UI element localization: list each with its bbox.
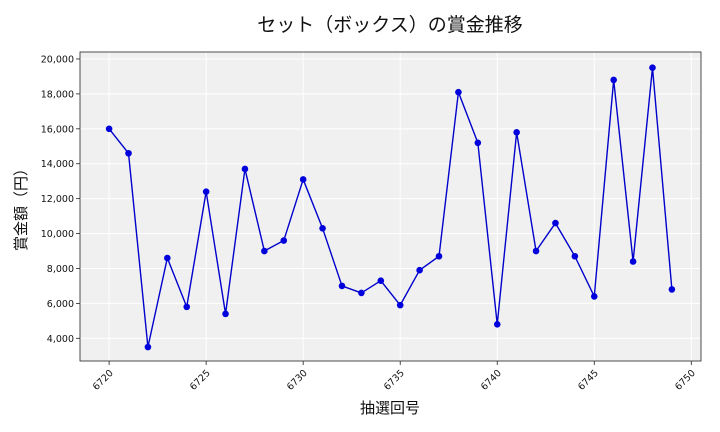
data-point-6725 xyxy=(202,188,210,195)
data-point-6735 xyxy=(396,301,404,309)
y-tick-label-2: 8,000 xyxy=(47,264,74,275)
plot-frame xyxy=(79,51,702,362)
data-point-6742 xyxy=(532,247,540,255)
data-point-6734 xyxy=(377,277,385,284)
data-point-6729 xyxy=(280,237,288,244)
data-point-6746 xyxy=(610,76,617,84)
y-tick-label-8: 20,000 xyxy=(41,54,74,65)
data-point-6728 xyxy=(261,247,268,255)
data-point-6720 xyxy=(105,125,113,133)
data-point-6737 xyxy=(435,252,443,260)
series-line-0 xyxy=(108,67,673,348)
chart-title: セット（ボックス）の賞金推移 xyxy=(257,14,522,36)
y-tick-label-4: 12,000 xyxy=(41,194,74,205)
y-axis-label: 賞金額（円） xyxy=(12,161,30,251)
x-tick-label-0: 6720 xyxy=(91,368,116,393)
x-tick-label-6: 6750 xyxy=(673,368,698,393)
data-point-6727 xyxy=(241,165,249,173)
data-point-6733 xyxy=(358,289,365,297)
data-point-6744 xyxy=(571,252,579,260)
data-point-6736 xyxy=(416,266,423,274)
data-point-6723 xyxy=(164,254,171,262)
data-point-6731 xyxy=(319,225,326,232)
y-tick-label-7: 18,000 xyxy=(41,89,74,100)
y-tick-label-0: 4,000 xyxy=(47,334,74,345)
data-point-6732 xyxy=(338,282,346,290)
data-point-6743 xyxy=(552,219,559,227)
y-tick-label-3: 10,000 xyxy=(41,229,74,240)
data-point-6738 xyxy=(455,88,462,96)
grid xyxy=(80,52,701,361)
data-point-6722 xyxy=(144,343,152,351)
x-tick-label-2: 6730 xyxy=(285,368,310,393)
x-tick-label-4: 6740 xyxy=(479,368,504,393)
data-point-6721 xyxy=(125,149,132,157)
y-tick-label-5: 14,000 xyxy=(41,159,74,170)
plot-area xyxy=(80,52,701,361)
data-point-6724 xyxy=(183,303,191,311)
y-tick-label-6: 16,000 xyxy=(41,124,74,135)
data-point-6730 xyxy=(299,176,307,183)
data-point-6726 xyxy=(222,310,229,318)
data-point-6745 xyxy=(590,293,598,300)
data-point-6749 xyxy=(668,286,676,293)
x-tick-label-5: 6745 xyxy=(576,368,601,393)
data-point-6739 xyxy=(474,139,482,147)
data-point-6741 xyxy=(513,129,520,136)
data-point-6740 xyxy=(493,321,501,328)
data-series xyxy=(105,64,676,351)
x-tick-label-1: 6725 xyxy=(188,368,213,393)
data-point-6747 xyxy=(629,258,637,265)
y-tick-label-1: 6,000 xyxy=(47,299,74,310)
data-point-6748 xyxy=(649,64,656,72)
x-tick-label-3: 6735 xyxy=(382,368,407,393)
x-axis-label: 抽選回号 xyxy=(360,399,420,417)
